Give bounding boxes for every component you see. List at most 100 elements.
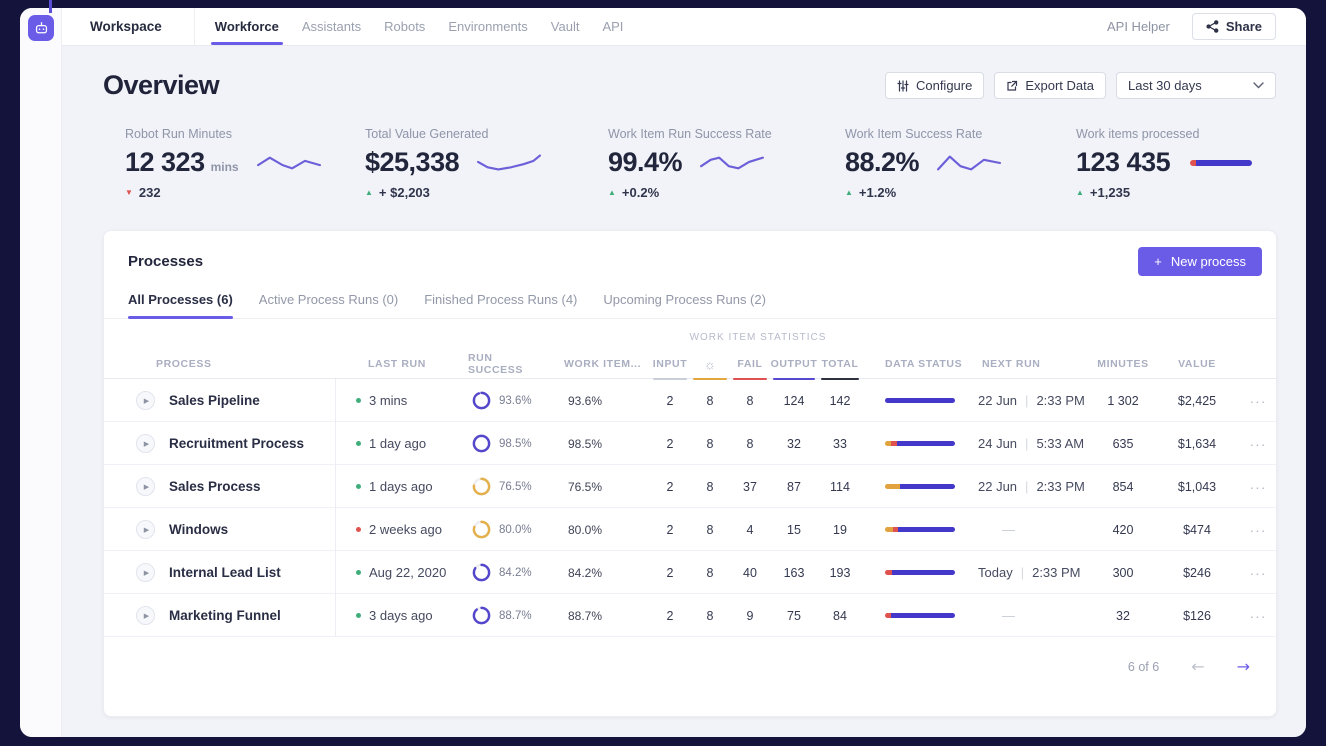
col-minutes[interactable]: MINUTES — [1097, 358, 1149, 370]
tab-assistants[interactable]: Assistants — [301, 19, 362, 34]
kpi-label: Work Item Run Success Rate — [608, 127, 772, 141]
process-name[interactable]: Recruitment Process — [169, 436, 305, 451]
value: $126 — [1183, 608, 1211, 623]
api-helper-link[interactable]: API Helper — [1106, 19, 1170, 34]
next-run: 24 Jun | 5:33 AM — [966, 436, 1090, 451]
export-data-button[interactable]: Export Data — [994, 72, 1106, 99]
work-item-pct: 76.5% — [568, 479, 603, 494]
stat-output: 87 — [787, 479, 801, 494]
prev-page-arrow-icon[interactable]: ← — [1191, 657, 1205, 676]
col-process[interactable]: PROCESS — [156, 358, 212, 370]
run-process-button[interactable]: ▶ — [136, 606, 155, 625]
share-label: Share — [1225, 19, 1262, 34]
stat-input: 2 — [666, 479, 674, 494]
last-run: 2 weeks ago — [369, 522, 442, 537]
process-name[interactable]: Sales Pipeline — [169, 393, 260, 408]
run-process-button[interactable]: ▶ — [136, 391, 155, 410]
col-work-item[interactable]: WORK ITEM... — [564, 358, 642, 370]
process-name[interactable]: Marketing Funnel — [169, 608, 281, 623]
row-menu-button[interactable]: ··· — [1249, 607, 1267, 624]
tab-all-processes[interactable]: All Processes (6) — [128, 292, 233, 319]
process-name[interactable]: Internal Lead List — [169, 565, 281, 580]
stat-pending: 8 — [706, 393, 714, 408]
trend-up-icon — [845, 189, 853, 197]
table-row: ▶ Sales Pipeline 3 mins 93.6% 93.6% 2 8 … — [104, 379, 1276, 422]
share-icon — [1206, 20, 1219, 33]
value: $246 — [1183, 565, 1211, 580]
tab-active-process-runs[interactable]: Active Process Runs (0) — [258, 292, 399, 307]
left-rail — [20, 8, 62, 737]
date-range-select[interactable]: Last 30 days — [1116, 72, 1276, 99]
kpi-delta: + $2,203 — [378, 185, 430, 200]
next-run-time: 5:33 AM — [1036, 436, 1085, 451]
run-process-button[interactable]: ▶ — [136, 520, 155, 539]
tab-finished-process-runs[interactable]: Finished Process Runs (4) — [424, 292, 578, 307]
configure-button[interactable]: Configure — [884, 72, 985, 99]
col-pending-sun-icon[interactable]: ☼ — [690, 349, 730, 380]
process-name[interactable]: Windows — [169, 522, 229, 537]
stat-input: 2 — [666, 436, 674, 451]
share-button[interactable]: Share — [1191, 13, 1276, 40]
status-dot — [356, 398, 361, 403]
col-last-run[interactable]: LAST RUN — [368, 358, 426, 370]
new-process-button[interactable]: + New process — [1138, 247, 1262, 276]
kpi-work-item-run-success-rate: Work Item Run Success Rate 99.4% +0.2% — [608, 127, 845, 200]
kpi-value: 99.4% — [608, 147, 683, 177]
trend-up-icon — [365, 189, 373, 197]
table-row: ▶ Recruitment Process 1 day ago 98.5% 98… — [104, 422, 1276, 465]
kpi-value: 123 435 — [1076, 147, 1171, 177]
col-next-run[interactable]: NEXT RUN — [982, 358, 1041, 370]
stat-output: 15 — [787, 522, 801, 537]
run-success-pct: 84.2% — [499, 566, 532, 579]
stat-pending: 8 — [706, 608, 714, 623]
col-fail[interactable]: FAIL — [730, 349, 770, 380]
kpi-label: Total Value Generated — [365, 127, 489, 141]
robot-icon — [35, 21, 47, 33]
col-value[interactable]: VALUE — [1178, 358, 1216, 370]
run-process-button[interactable]: ▶ — [136, 434, 155, 453]
chevron-down-icon — [1253, 82, 1264, 89]
col-run-success[interactable]: RUN SUCCESS — [468, 352, 523, 376]
next-page-arrow-icon[interactable]: → — [1236, 657, 1250, 676]
processes-title: Processes — [128, 253, 204, 270]
tab-environments[interactable]: Environments — [448, 19, 528, 34]
sparkline-chart — [700, 156, 765, 169]
run-process-button[interactable]: ▶ — [136, 477, 155, 496]
stat-fail: 37 — [743, 479, 757, 494]
col-data-status[interactable]: DATA STATUS — [885, 358, 963, 370]
tab-vault[interactable]: Vault — [550, 19, 580, 34]
work-item-pct: 84.2% — [568, 565, 603, 580]
col-output[interactable]: OUTPUT — [770, 349, 818, 380]
last-run: 1 day ago — [369, 436, 427, 451]
row-menu-button[interactable]: ··· — [1249, 564, 1267, 581]
next-run-date: 22 Jun — [978, 393, 1018, 408]
last-run: 1 days ago — [369, 479, 433, 494]
tab-api[interactable]: API — [602, 19, 624, 34]
main-content: Overview Configure — [62, 46, 1306, 737]
col-total[interactable]: TOTAL — [818, 349, 862, 380]
play-icon: ▶ — [143, 440, 150, 448]
kpi-label: Work Item Success Rate — [845, 127, 983, 141]
tab-upcoming-process-runs[interactable]: Upcoming Process Runs (2) — [603, 292, 766, 307]
kpi-work-items-processed: Work items processed 123 435 +1,235 — [1076, 127, 1253, 200]
page-title: Overview — [103, 70, 220, 100]
row-menu-button[interactable]: ··· — [1249, 392, 1267, 409]
play-icon: ▶ — [143, 569, 150, 577]
tab-robots[interactable]: Robots — [384, 19, 426, 34]
workspace-label[interactable]: Workspace — [90, 19, 162, 34]
row-menu-button[interactable]: ··· — [1249, 521, 1267, 538]
minutes: 32 — [1116, 608, 1130, 623]
tab-workforce[interactable]: Workforce — [210, 8, 283, 45]
app-logo[interactable] — [28, 15, 54, 41]
minutes: 420 — [1112, 522, 1134, 537]
row-menu-button[interactable]: ··· — [1249, 478, 1267, 495]
row-menu-button[interactable]: ··· — [1249, 435, 1267, 452]
run-process-button[interactable]: ▶ — [136, 563, 155, 582]
next-run: — — [966, 522, 1090, 537]
process-name[interactable]: Sales Process — [169, 479, 261, 494]
data-status-bar — [885, 570, 955, 575]
stat-pending: 8 — [706, 479, 714, 494]
status-dot — [356, 570, 361, 575]
run-success-pct: 93.6% — [499, 394, 532, 407]
col-input[interactable]: INPUT — [650, 349, 690, 380]
